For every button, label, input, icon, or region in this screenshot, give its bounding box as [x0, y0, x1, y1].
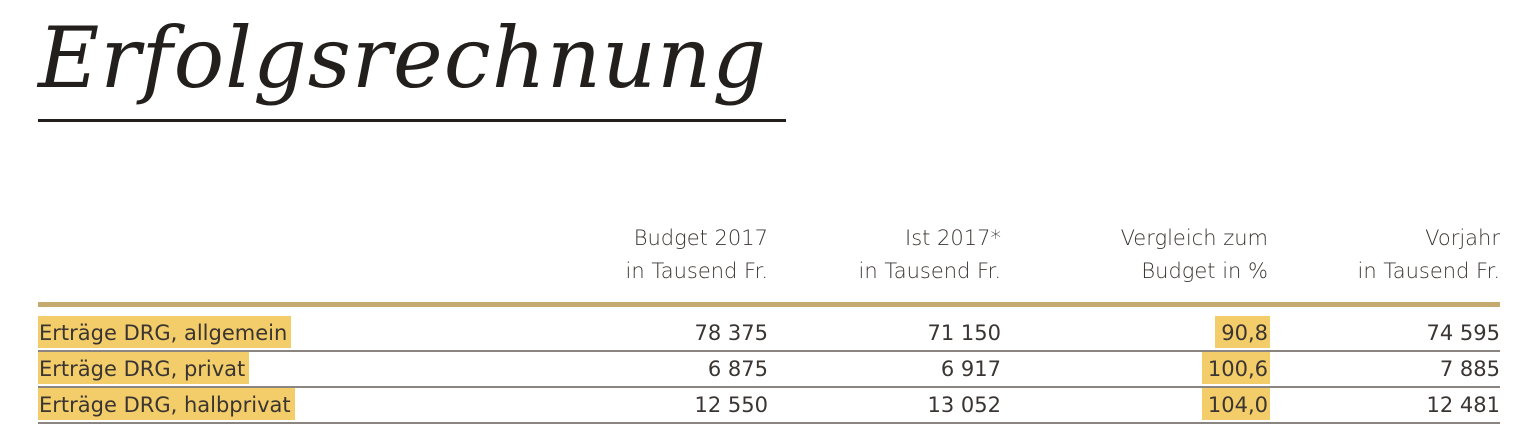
row-label: Erträge DRG, allgemein [38, 316, 292, 348]
vorjahr-value: 12 481 [1426, 393, 1500, 417]
vergleich-value: 100,6 [1201, 352, 1270, 384]
vorjahr-value: 7 885 [1439, 357, 1500, 381]
column-header-line: in Tausend Fr. [625, 259, 768, 283]
header-rule [38, 302, 1500, 307]
title-underline [38, 119, 786, 122]
column-header-line: Budget 2017 [633, 226, 768, 250]
ist-value: 6 917 [940, 357, 1001, 381]
ist-value: 71 150 [927, 321, 1001, 345]
budget-value: 78 375 [694, 321, 768, 345]
vergleich-value: 90,8 [1215, 316, 1270, 348]
table-row: Erträge DRG, halbprivat 12 550 13 052 10… [38, 388, 1500, 424]
table-row: Erträge DRG, privat 6 875 6 917 100,6 7 … [38, 352, 1500, 388]
vorjahr-value: 74 595 [1426, 321, 1500, 345]
column-header-vorjahr: Vorjahr in Tausend Fr. [1358, 222, 1500, 288]
column-header-line: in Tausend Fr. [1357, 259, 1500, 283]
column-header-budget: Budget 2017 in Tausend Fr. [626, 222, 768, 288]
column-header-line: in Tausend Fr. [858, 259, 1001, 283]
column-header-line: Budget in % [1141, 259, 1268, 283]
table-row: Erträge DRG, allgemein 78 375 71 150 90,… [38, 316, 1500, 352]
budget-value: 12 550 [694, 393, 768, 417]
page-title: Erfolgsrechnung [38, 9, 767, 107]
column-header-line: Vorjahr [1425, 226, 1500, 250]
vergleich-value: 104,0 [1201, 388, 1270, 420]
column-header-line: Vergleich zum [1120, 226, 1268, 250]
column-header-ist: Ist 2017* in Tausend Fr. [859, 222, 1001, 288]
row-label: Erträge DRG, privat [38, 352, 250, 384]
ist-value: 13 052 [927, 393, 1001, 417]
column-header-line: Ist 2017* [905, 226, 1001, 250]
row-label: Erträge DRG, halbprivat [38, 388, 295, 420]
column-header-vergleich: Vergleich zum Budget in % [1121, 222, 1268, 288]
budget-value: 6 875 [707, 357, 768, 381]
